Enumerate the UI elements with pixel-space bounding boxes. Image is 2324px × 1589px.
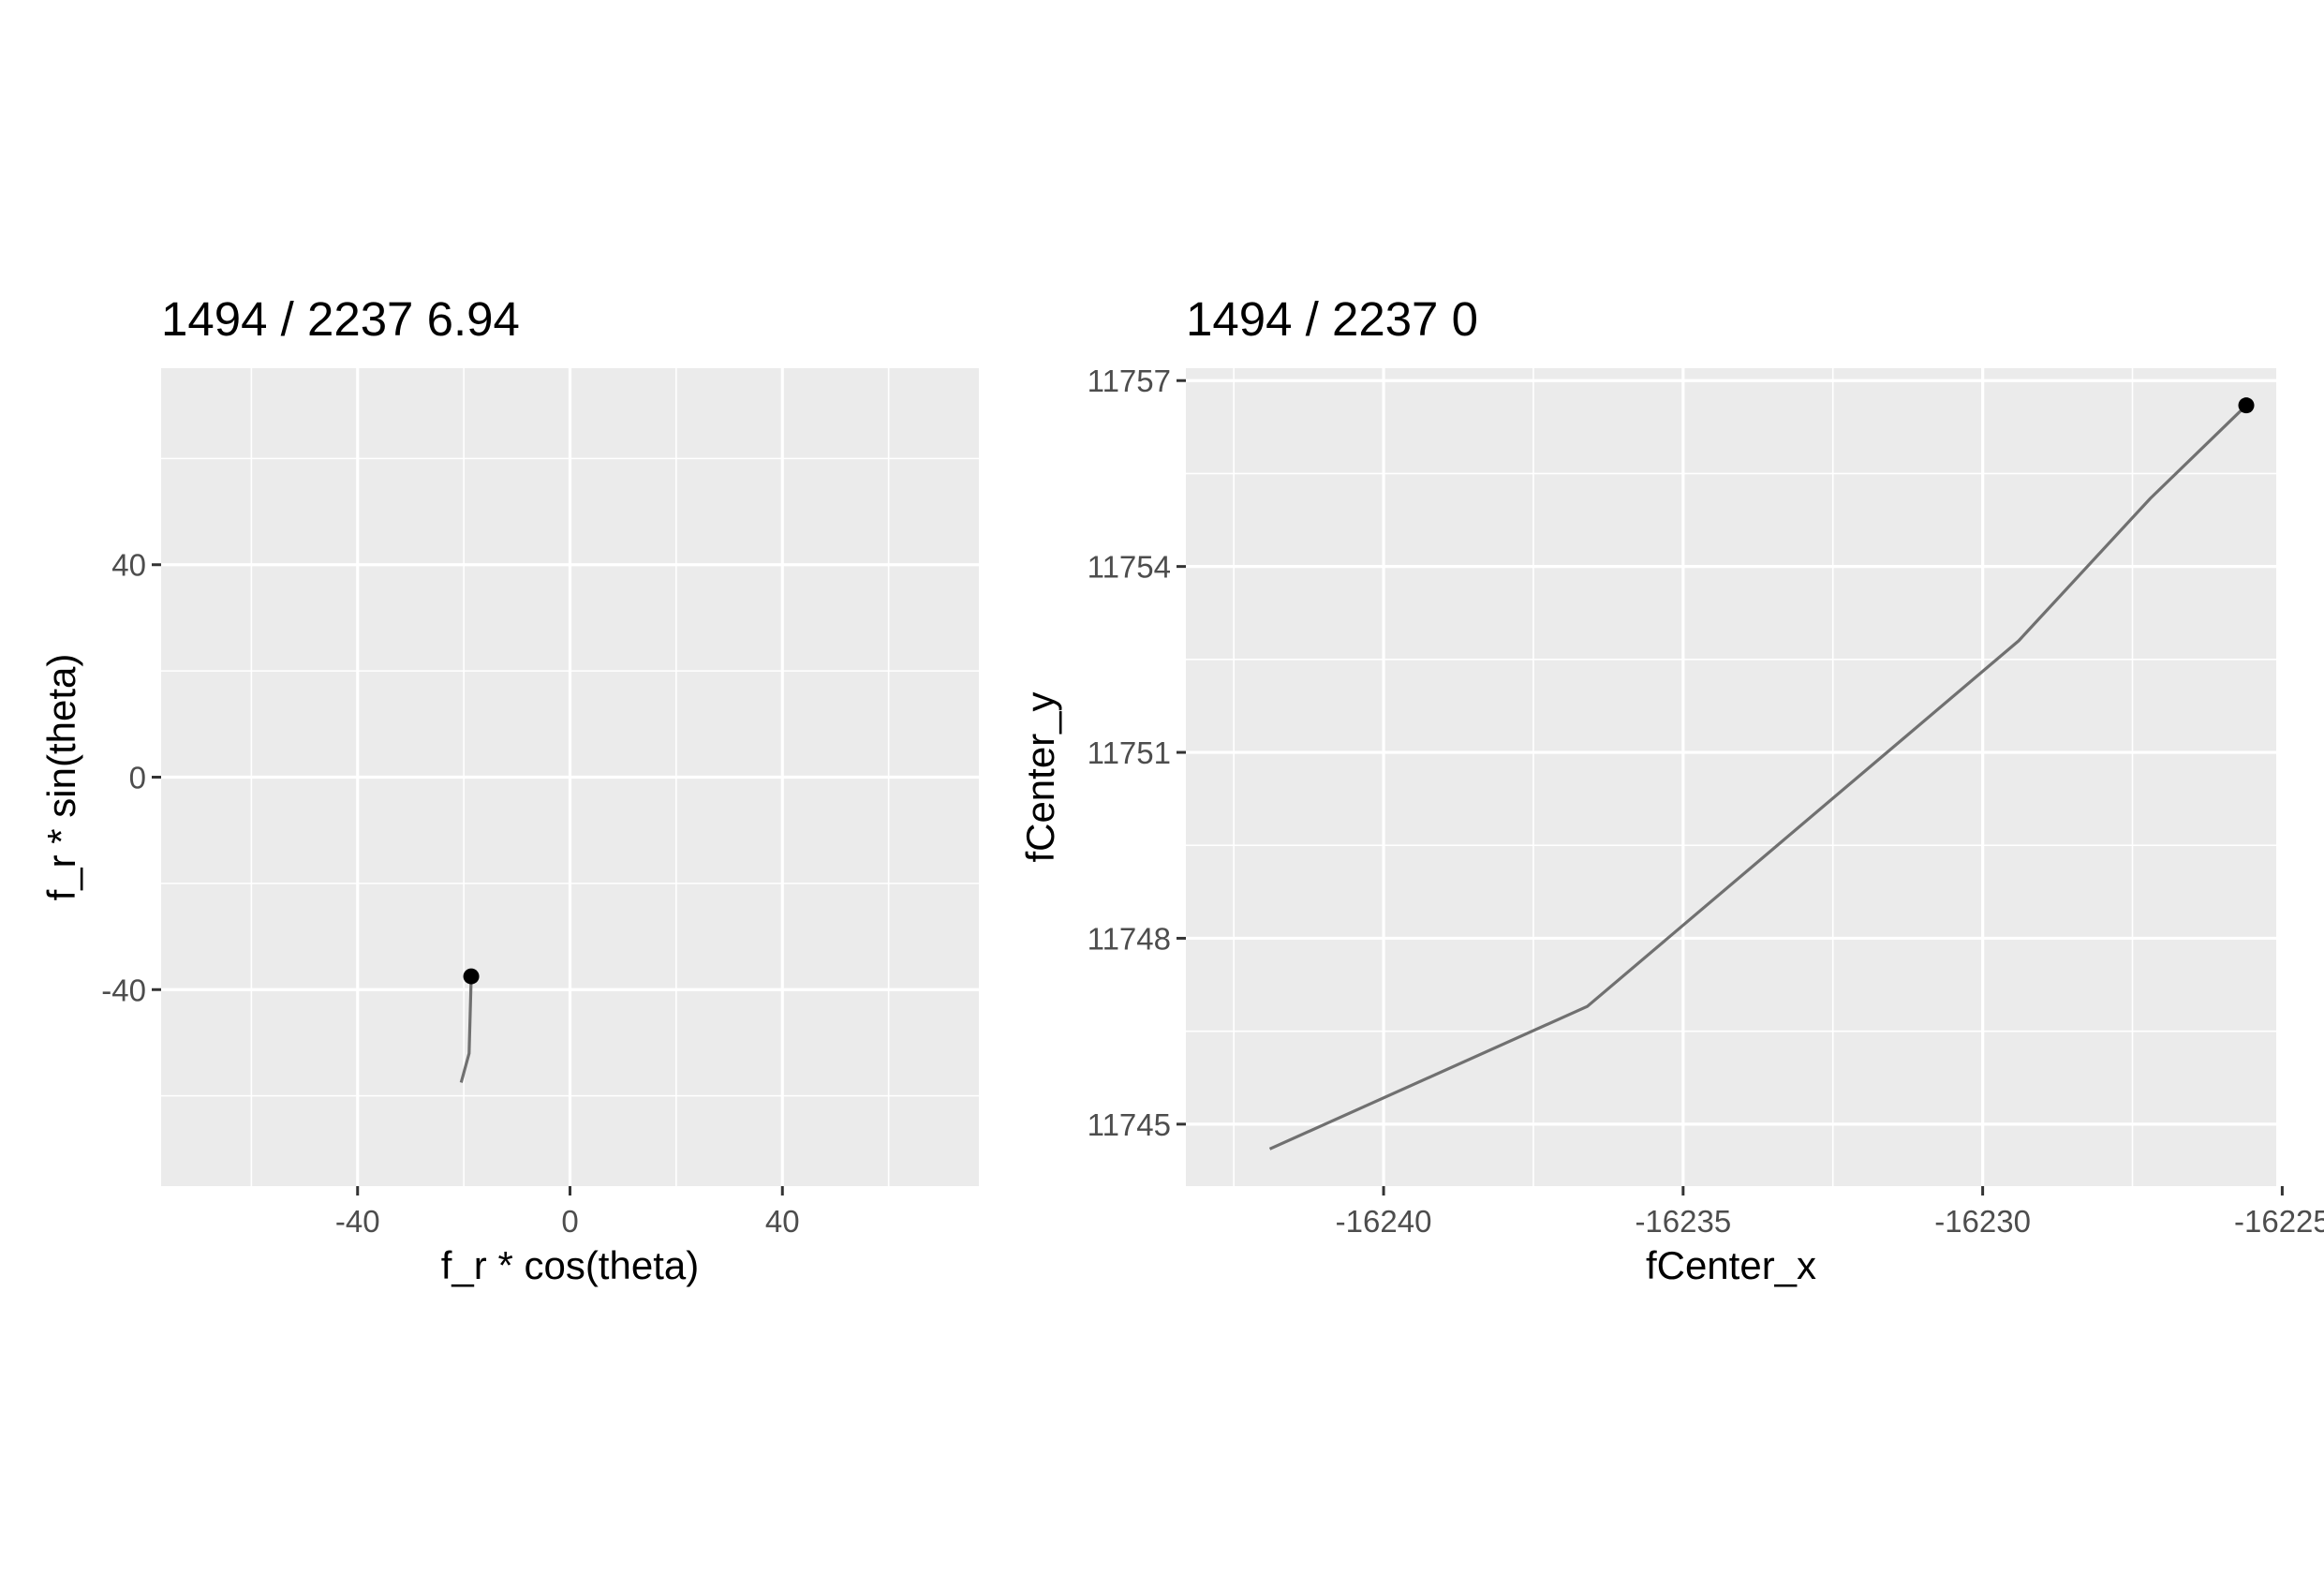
y-tick-label: 40 bbox=[111, 548, 146, 583]
y-tick-label: 11745 bbox=[1088, 1107, 1171, 1142]
x-tick-label: 40 bbox=[765, 1204, 800, 1239]
x-axis: -40 0 40 bbox=[335, 1186, 800, 1239]
x-tick-label: -16225 bbox=[2234, 1204, 2324, 1239]
x-axis-title: f_r * cos(theta) bbox=[441, 1243, 699, 1287]
panel-background bbox=[1186, 368, 2276, 1186]
y-tick-label: 11757 bbox=[1088, 364, 1171, 398]
x-tick-label: -16235 bbox=[1635, 1204, 1731, 1239]
x-axis-title: fCenter_x bbox=[1646, 1243, 1816, 1287]
x-tick-label: 0 bbox=[561, 1204, 578, 1239]
x-tick-label: -16240 bbox=[1336, 1204, 1432, 1239]
y-tick-label: -40 bbox=[101, 973, 146, 1007]
chart-center-trajectory: 1494 / 2237 0 -16240 -16235 -16230 -16225 1… bbox=[1018, 292, 2324, 1287]
plot-panel bbox=[161, 368, 979, 1186]
current-point bbox=[2239, 397, 2255, 413]
y-axis-title: f_r * sin(theta) bbox=[39, 654, 83, 901]
x-tick-label: -16230 bbox=[1934, 1204, 2031, 1239]
current-points bbox=[2239, 397, 2255, 413]
y-tick-label: 11748 bbox=[1088, 921, 1171, 956]
y-tick-label: 11751 bbox=[1088, 735, 1171, 770]
chart-title: 1494 / 2237 6.94 bbox=[161, 292, 520, 346]
y-axis-title: fCenter_y bbox=[1018, 691, 1062, 862]
y-axis: 11745 11748 11751 11754 11757 bbox=[1088, 364, 1186, 1142]
chart-polar-projection: 1494 / 2237 6.94 -40 0 40 -40 0 40 f_r * cos… bbox=[39, 292, 979, 1287]
current-point bbox=[464, 969, 480, 985]
y-tick-label: 0 bbox=[129, 761, 146, 795]
current-points bbox=[464, 969, 480, 985]
x-tick-label: -40 bbox=[335, 1204, 380, 1239]
chart-title: 1494 / 2237 0 bbox=[1186, 292, 1478, 346]
plot-panel bbox=[1186, 368, 2282, 1186]
x-axis: -16240 -16235 -16230 -16225 bbox=[1336, 1186, 2324, 1239]
y-axis: -40 0 40 bbox=[101, 548, 161, 1008]
y-tick-label: 11754 bbox=[1088, 550, 1171, 585]
